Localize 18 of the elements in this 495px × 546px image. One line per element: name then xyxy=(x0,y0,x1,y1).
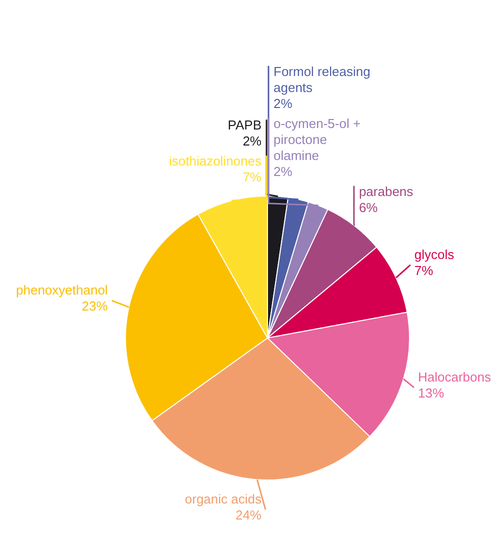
data-label: 7% xyxy=(414,263,434,278)
data-label: 7% xyxy=(242,170,262,185)
slice-label: isothiazolinones xyxy=(168,154,262,169)
slice-label: parabens xyxy=(358,184,414,199)
slice-label: phenoxyethanol xyxy=(16,282,108,298)
slice-label: organic acids xyxy=(184,492,262,507)
data-label: 13% xyxy=(418,386,444,401)
data-label: 23% xyxy=(82,298,108,314)
slice-label: glycols xyxy=(414,247,455,262)
slice-label: PAPB xyxy=(228,118,262,133)
data-label: 2% xyxy=(242,134,262,149)
slice-label: o-cymen-5-ol + piroctone olamine xyxy=(274,116,361,163)
data-label: 6% xyxy=(358,200,378,215)
slice-label: Formol releasing agents xyxy=(274,64,370,95)
slice-label: Halocarbons xyxy=(418,370,492,385)
data-label: 2% xyxy=(274,96,293,111)
data-label: 2% xyxy=(274,164,293,179)
data-label: 24% xyxy=(235,508,262,523)
